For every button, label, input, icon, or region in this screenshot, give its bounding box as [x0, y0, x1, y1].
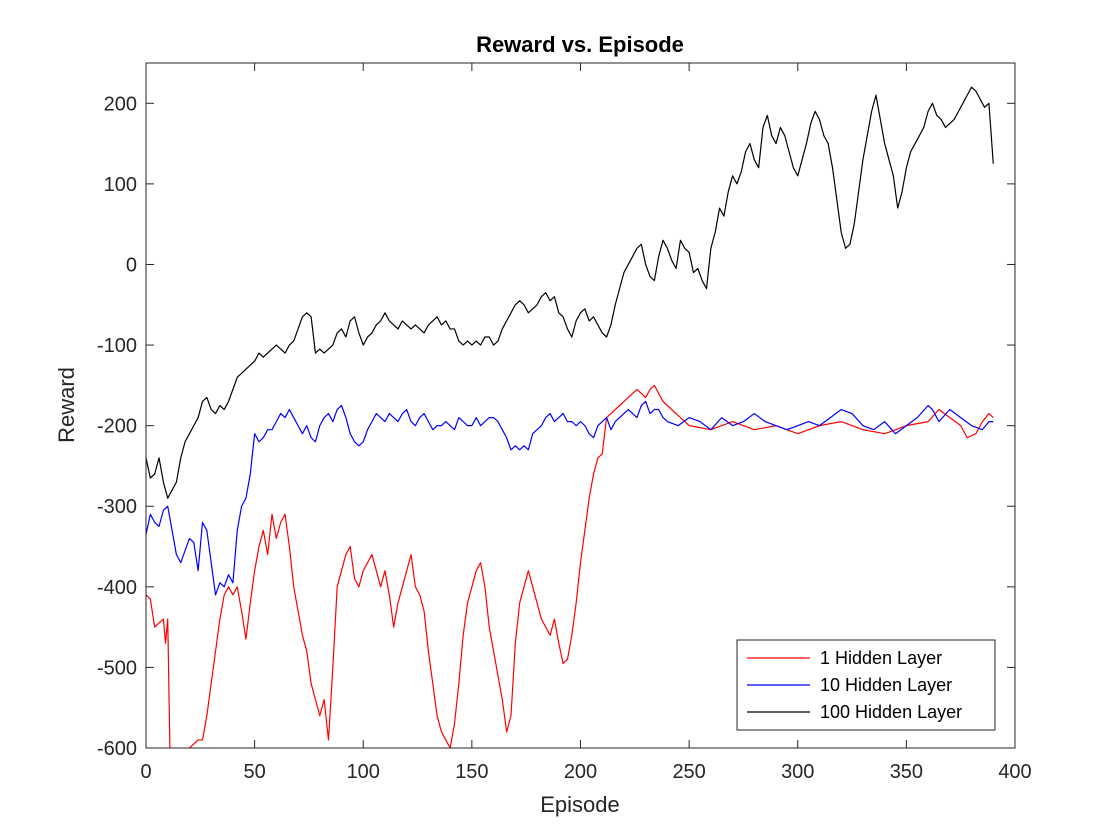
y-tick-label: -300 [97, 496, 137, 518]
series-layer [146, 86, 994, 748]
chart-title: Reward vs. Episode [476, 32, 684, 57]
y-tick-label: 200 [104, 93, 137, 115]
legend: 1 Hidden Layer 10 Hidden Layer 100 Hidden … [736, 639, 996, 731]
x-tick-label: 100 [347, 761, 380, 783]
x-axis-title: Episode [540, 792, 620, 817]
series-line-100-hidden-layer [146, 86, 994, 499]
series-line-1-hidden-layer [146, 384, 994, 748]
y-tick-label: 100 [104, 174, 137, 196]
y-tick-label: 0 [126, 254, 137, 276]
y-axis: -600 -500 -400 -300 -200 -100 0 100 200 [97, 93, 1015, 760]
x-tick-label: 0 [140, 761, 151, 783]
y-tick-label: -100 [97, 335, 137, 357]
y-tick-label: -400 [97, 577, 137, 599]
y-axis-title: Reward [54, 367, 79, 443]
x-tick-label: 250 [672, 761, 705, 783]
x-tick-label: 400 [998, 761, 1031, 783]
x-tick-label: 200 [564, 761, 597, 783]
legend-label-100-hidden-layer: 100 Hidden Layer [820, 702, 962, 722]
x-tick-label: 300 [781, 761, 814, 783]
y-tick-label: -200 [97, 416, 137, 438]
legend-label-1-hidden-layer: 1 Hidden Layer [820, 648, 942, 668]
y-tick-label: -600 [97, 738, 137, 760]
plot-area-background [146, 63, 1015, 748]
legend-label-10-hidden-layer: 10 Hidden Layer [820, 675, 952, 695]
x-axis: 0 50 100 150 200 250 300 350 400 [140, 63, 1032, 783]
series-line-10-hidden-layer [146, 400, 994, 596]
legend-items: 1 Hidden Layer 10 Hidden Layer 100 Hidden … [747, 648, 962, 722]
x-tick-label: 150 [455, 761, 488, 783]
y-tick-label: -500 [97, 657, 137, 679]
x-tick-label: 50 [244, 761, 266, 783]
x-tick-label: 350 [890, 761, 923, 783]
